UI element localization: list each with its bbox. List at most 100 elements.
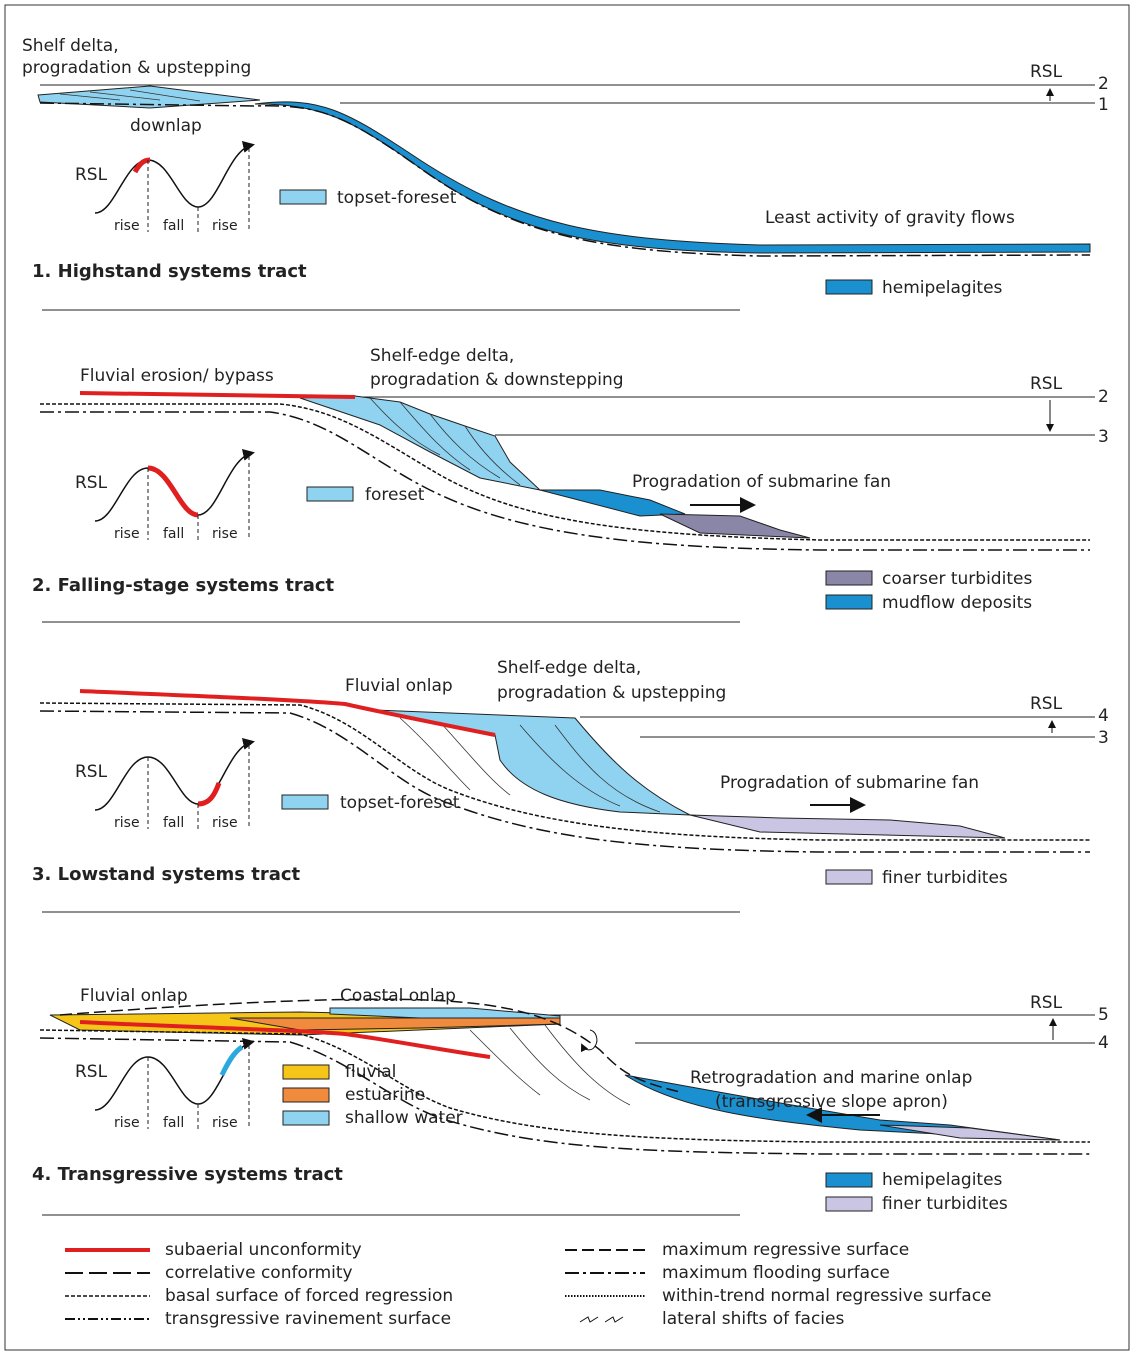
annotation: progradation & upstepping [22, 58, 251, 78]
legend-swatch [283, 1088, 329, 1102]
phase: fall [163, 526, 184, 542]
legend-sample [580, 1317, 623, 1322]
curve-icon: RSL rise fall rise RSL rise fall rise RS… [75, 145, 252, 1131]
legend-label: maximum regressive surface [662, 1240, 909, 1260]
legend-label: fluvial [345, 1062, 396, 1082]
surface [40, 404, 1090, 540]
legend-label: topset-foreset [340, 793, 460, 813]
phase: rise [114, 815, 140, 831]
legend-swatch [826, 870, 872, 884]
legend-label: correlative conformity [165, 1263, 353, 1283]
phase: rise [212, 815, 238, 831]
phase: fall [163, 815, 184, 831]
shape [222, 1047, 242, 1075]
annotation: progradation & downstepping [370, 370, 624, 390]
shape [95, 1042, 252, 1110]
legend-label: estuarine [345, 1085, 425, 1105]
rsl-curve: RSL rise fall rise [75, 1042, 252, 1131]
rsl-label: RSL [1030, 993, 1063, 1013]
legend-label: maximum flooding surface [662, 1263, 890, 1283]
annotation: Retrogradation and marine onlap [690, 1068, 972, 1088]
annotation: Coastal onlap [340, 986, 456, 1006]
shape [198, 783, 219, 804]
annotation: Progradation of submarine fan [632, 472, 891, 492]
legend-label: coarser turbidites [882, 569, 1032, 589]
legend-label: finer turbidites [882, 1194, 1008, 1214]
shape [545, 1025, 630, 1105]
annotation: (transgressive slope apron) [715, 1092, 948, 1112]
shape [148, 468, 198, 515]
phase: fall [163, 218, 184, 234]
annotation: Fluvial onlap [345, 676, 453, 696]
level-label: 4 [1098, 706, 1109, 726]
level-label: 2 [1098, 387, 1109, 407]
legend-label: hemipelagites [882, 278, 1003, 298]
rsl-curve: RSL rise fall rise [75, 145, 252, 234]
legend-label: hemipelagites [882, 1170, 1003, 1190]
annotation: downlap [130, 116, 202, 136]
annotation: Fluvial onlap [80, 986, 188, 1006]
level-label: 2 [1098, 74, 1109, 94]
annotation: Progradation of submarine fan [720, 773, 979, 793]
shape [510, 1028, 590, 1100]
annotation: Shelf-edge delta, [497, 658, 641, 678]
legend-label: transgressive ravinement surface [165, 1309, 451, 1329]
legend-label: foreset [365, 485, 425, 505]
rsl-curve: RSL rise fall rise [75, 453, 252, 542]
legend-label: topset-foreset [337, 188, 457, 208]
annotation: progradation & upstepping [497, 683, 726, 703]
shape [95, 145, 252, 213]
shape [95, 742, 252, 810]
panel: Fluvial erosion/ bypass Shelf-edge delta… [32, 346, 1109, 622]
legend-swatch [826, 595, 872, 609]
level-label: 1 [1098, 95, 1109, 115]
legend-label: shallow water [345, 1108, 463, 1128]
legend-label: lateral shifts of facies [662, 1309, 844, 1329]
annotation: Fluvial erosion/ bypass [80, 366, 274, 386]
legend-label: subaerial unconformity [165, 1240, 362, 1260]
legend-label: mudflow deposits [882, 593, 1032, 613]
panel-title: 1. Highstand systems tract [32, 261, 307, 282]
panel-title: 4. Transgressive systems tract [32, 1164, 343, 1185]
panel-title: 3. Lowstand systems tract [32, 864, 301, 885]
finer-turbidite [690, 815, 1005, 838]
curve-label: RSL [75, 762, 108, 782]
annotation: Shelf delta, [22, 36, 119, 56]
phase: rise [212, 526, 238, 542]
rsl-label: RSL [1030, 694, 1063, 714]
annotation: Least activity of gravity flows [765, 208, 1015, 228]
rsl-label: RSL [1030, 374, 1063, 394]
mudflow [540, 490, 685, 516]
legend-label: within-trend normal regressive surface [662, 1286, 992, 1306]
legend-swatch [307, 487, 353, 501]
legend-swatch [826, 280, 872, 294]
legend-swatch [826, 1197, 872, 1211]
legend-swatch [826, 571, 872, 585]
shape [470, 1030, 540, 1095]
rsl-curve: RSL rise fall rise [75, 742, 252, 831]
level-label: 3 [1098, 427, 1109, 447]
diagram: RSL rise fall rise RSL rise fall rise RS… [0, 0, 1134, 1355]
legend-label: finer turbidites [882, 868, 1008, 888]
level-label: 3 [1098, 728, 1109, 748]
rsl-label: RSL [1030, 62, 1063, 82]
legend-swatch [280, 190, 326, 204]
panel-title: 2. Falling-stage systems tract [32, 575, 335, 596]
hemipelagite-band [255, 102, 1090, 253]
phase: rise [114, 1115, 140, 1131]
phase: rise [114, 526, 140, 542]
legend-swatch [283, 1111, 329, 1125]
phase: fall [163, 1115, 184, 1131]
level-label: 4 [1098, 1033, 1109, 1053]
phase: rise [212, 218, 238, 234]
level-label: 5 [1098, 1005, 1109, 1025]
legend-swatch [282, 795, 328, 809]
rotation-icon [582, 1030, 597, 1050]
unconformity [80, 393, 355, 397]
panel: Shelf delta, progradation & upstepping d… [22, 36, 1109, 310]
panel: Fluvial onlap Coastal onlap Retrogradati… [32, 986, 1109, 1215]
curve-label: RSL [75, 1062, 108, 1082]
curve-label: RSL [75, 165, 108, 185]
phase: rise [212, 1115, 238, 1131]
shape [470, 1025, 630, 1105]
